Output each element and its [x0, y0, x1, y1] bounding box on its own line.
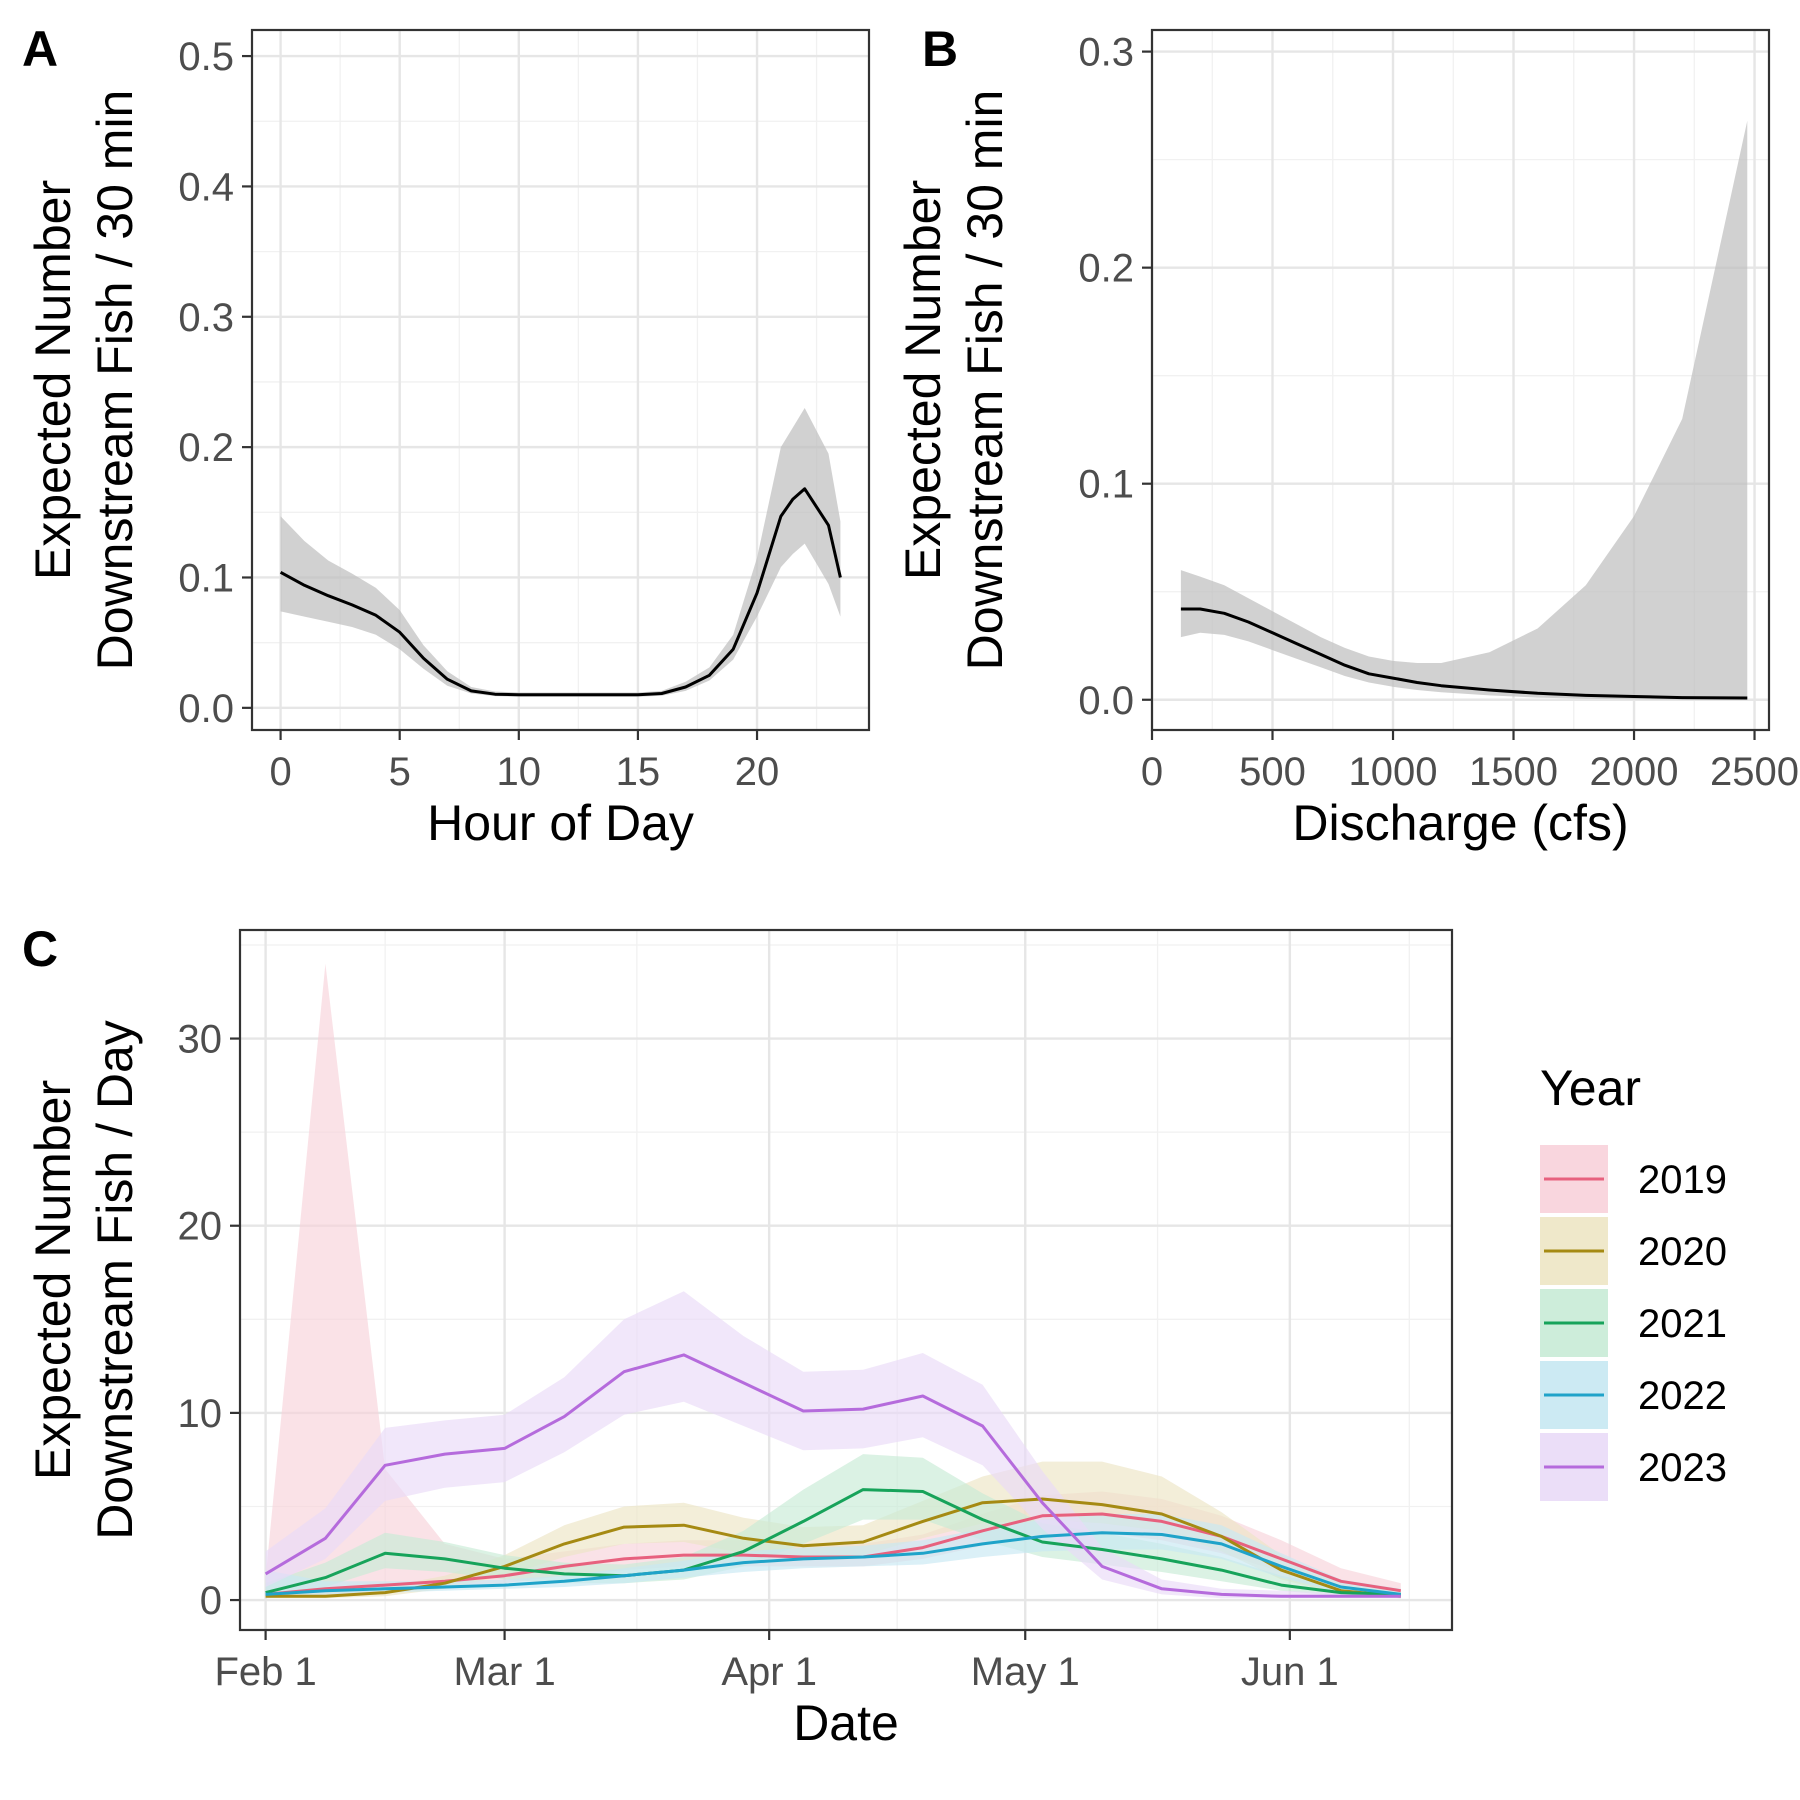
panel-tag: A — [22, 21, 58, 77]
y-tick-label: 0.5 — [178, 35, 234, 79]
y-axis-title: Expected Number Downstream Fish / 30 min — [25, 90, 143, 671]
legend-label: 2022 — [1638, 1374, 1727, 1418]
y-tick-label: 0.1 — [1078, 463, 1134, 507]
y-tick-label: 0 — [200, 1579, 222, 1623]
series-line — [1180, 607, 1748, 700]
y-tick-label: 0.0 — [1078, 679, 1134, 723]
y-tick-label: 0.1 — [178, 556, 234, 600]
y-tick-label: 30 — [178, 1018, 223, 1062]
x-tick-label: Jun 1 — [1241, 1650, 1339, 1694]
x-tick-label: May 1 — [971, 1650, 1080, 1694]
x-tick-label: 10 — [497, 750, 542, 794]
legend-label: 2021 — [1638, 1302, 1727, 1346]
panel-border — [238, 928, 1454, 1632]
legend-label: 2020 — [1638, 1230, 1727, 1274]
legend-item-2021: 2021 — [1540, 1289, 1727, 1357]
x-tick-label: Mar 1 — [453, 1650, 555, 1694]
y-tick-label: 0.4 — [178, 165, 234, 209]
y-axis-title-line1: Expected Number — [25, 180, 81, 580]
x-tick-label: 15 — [616, 750, 661, 794]
x-tick-label: Apr 1 — [721, 1650, 817, 1694]
panel-b: 0 500 1000 1500 2000 2500 0.0 0.1 0.2 0.3 Discharg… — [895, 21, 1799, 851]
confidence-band — [1180, 120, 1748, 700]
y-axis-title-line1: Expected Number — [25, 1080, 81, 1480]
y-axis-title: Expected Number Downstream Fish / Day — [25, 1020, 143, 1540]
y-tick-label: 0.2 — [1078, 247, 1134, 291]
y-tick-label: 10 — [178, 1392, 223, 1436]
legend-label: 2019 — [1638, 1158, 1727, 1202]
x-tick-label: 0 — [269, 750, 291, 794]
series-line-2020 — [265, 1497, 1401, 1598]
y-axis-title-line1: Expected Number — [895, 180, 951, 580]
x-axis-title: Hour of Day — [427, 795, 694, 851]
panel-c: Feb 1 Mar 1 Apr 1 May 1 Jun 1 0 10 20 30 Date Expe… — [22, 921, 1454, 1751]
y-tick-label: 0.0 — [178, 687, 234, 731]
panel-tag: B — [922, 21, 958, 77]
series-line-2021 — [265, 1488, 1401, 1596]
series-line-2022 — [265, 1531, 1401, 1596]
series-line — [279, 487, 842, 697]
legend-title: Year — [1540, 1060, 1641, 1116]
y-tick-label: 20 — [178, 1205, 223, 1249]
series-line-2023 — [264, 1353, 1401, 1598]
panel-tag: C — [22, 921, 58, 977]
x-tick-label: 1000 — [1349, 750, 1438, 794]
panel-a: 0 5 10 15 20 0.0 0.1 0.2 0.3 0.4 0.5 Hour of Day Exp… — [22, 21, 871, 851]
x-tick-label: 5 — [389, 750, 411, 794]
confidence-band-2019 — [265, 963, 1401, 1599]
x-tick-label: 500 — [1239, 750, 1306, 794]
x-tick-label: Feb 1 — [214, 1650, 316, 1694]
x-tick-label: 0 — [1141, 750, 1163, 794]
x-tick-label: 20 — [735, 750, 780, 794]
y-axis-title-line2: Downstream Fish / 30 min — [87, 90, 143, 671]
x-tick-label: 2000 — [1590, 750, 1679, 794]
y-axis-title-line2: Downstream Fish / 30 min — [957, 90, 1013, 671]
panel-border — [250, 28, 871, 732]
x-tick-label: 2500 — [1710, 750, 1799, 794]
legend-label: 2023 — [1638, 1446, 1727, 1490]
y-tick-label: 0.2 — [178, 426, 234, 470]
y-tick-label: 0.3 — [1078, 31, 1134, 75]
legend-item-2023: 2023 — [1540, 1433, 1727, 1501]
y-tick-label: 0.3 — [178, 296, 234, 340]
x-tick-label: 1500 — [1469, 750, 1558, 794]
x-axis-title: Date — [793, 1695, 899, 1751]
legend: Year 2019 2020 2021 2022 2023 — [1540, 1060, 1727, 1501]
y-axis-title: Expected Number Downstream Fish / 30 min — [895, 90, 1013, 671]
confidence-band-2023 — [265, 1291, 1401, 1599]
y-axis-title-line2: Downstream Fish / Day — [87, 1020, 143, 1540]
legend-item-2019: 2019 — [1540, 1145, 1727, 1213]
panel-border — [1150, 28, 1771, 732]
x-axis-title: Discharge (cfs) — [1292, 795, 1628, 851]
legend-item-2020: 2020 — [1540, 1217, 1727, 1285]
legend-item-2022: 2022 — [1540, 1361, 1727, 1429]
